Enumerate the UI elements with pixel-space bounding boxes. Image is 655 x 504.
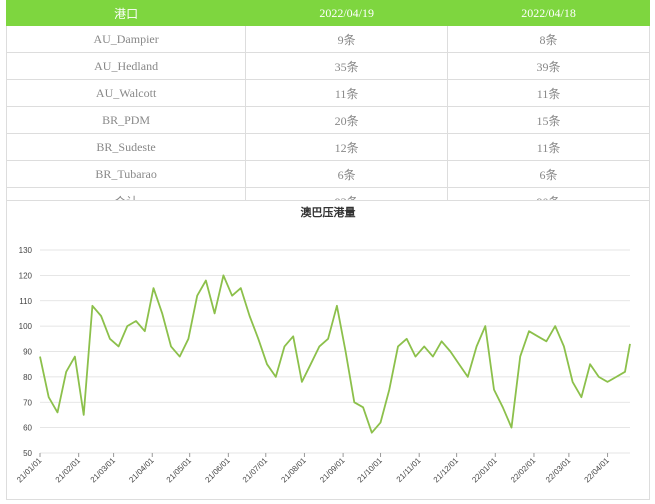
y-tick-label: 120 [19,271,33,280]
port-table: 港口 2022/04/19 2022/04/18 AU_Dampier 9条 8条 AU_… [5,0,650,215]
table-body: AU_Dampier 9条 8条 AU_Hedland 35条 39条 AU_Walcott… [5,25,650,215]
header-cell: 2022/04/19 [245,0,449,26]
y-tick-label: 130 [19,246,33,255]
table-cell: 11条 [447,133,650,161]
table-cell: 15条 [447,106,650,134]
table-cell: 11条 [245,79,449,107]
y-tick-label: 110 [19,297,32,306]
table-row: BR_PDM 20条 15条 [5,106,650,134]
table-row: AU_Hedland 35条 39条 [5,52,650,80]
table-row: BR_Sudeste 12条 11条 [5,133,650,161]
header-cell: 2022/04/18 [447,0,650,26]
table-cell: BR_Sudeste [5,133,247,161]
table-cell: 20条 [245,106,449,134]
table-cell: BR_PDM [5,106,247,134]
table-cell: BR_Tubarao [5,160,247,188]
y-tick-label: 90 [23,348,32,357]
table-row: AU_Dampier 9条 8条 [5,25,650,53]
table-cell: 12条 [245,133,449,161]
chart-title: 澳巴压港量 [301,205,356,219]
y-tick-label: 60 [23,424,32,433]
table-row: BR_Tubarao 6条 6条 [5,160,650,188]
table-row: AU_Walcott 11条 11条 [5,79,650,107]
table-cell: 35条 [245,52,449,80]
table-cell: 8条 [447,25,650,53]
table-cell: 6条 [245,160,449,188]
table-cell: AU_Hedland [5,52,247,80]
y-tick-label: 80 [23,373,32,382]
y-tick-label: 50 [23,449,32,458]
table-cell: AU_Dampier [5,25,247,53]
table-cell: AU_Walcott [5,79,247,107]
table-cell: 6条 [447,160,650,188]
header-cell: 港口 [5,0,247,26]
header-row: 港口 2022/04/19 2022/04/18 [5,0,650,26]
chart-frame [6,200,650,500]
y-tick-label: 70 [23,398,32,407]
data-line [39,274,631,434]
y-tick-label: 100 [19,322,33,331]
table-cell: 11条 [447,79,650,107]
table-cell: 9条 [245,25,449,53]
table-cell: 39条 [447,52,650,80]
